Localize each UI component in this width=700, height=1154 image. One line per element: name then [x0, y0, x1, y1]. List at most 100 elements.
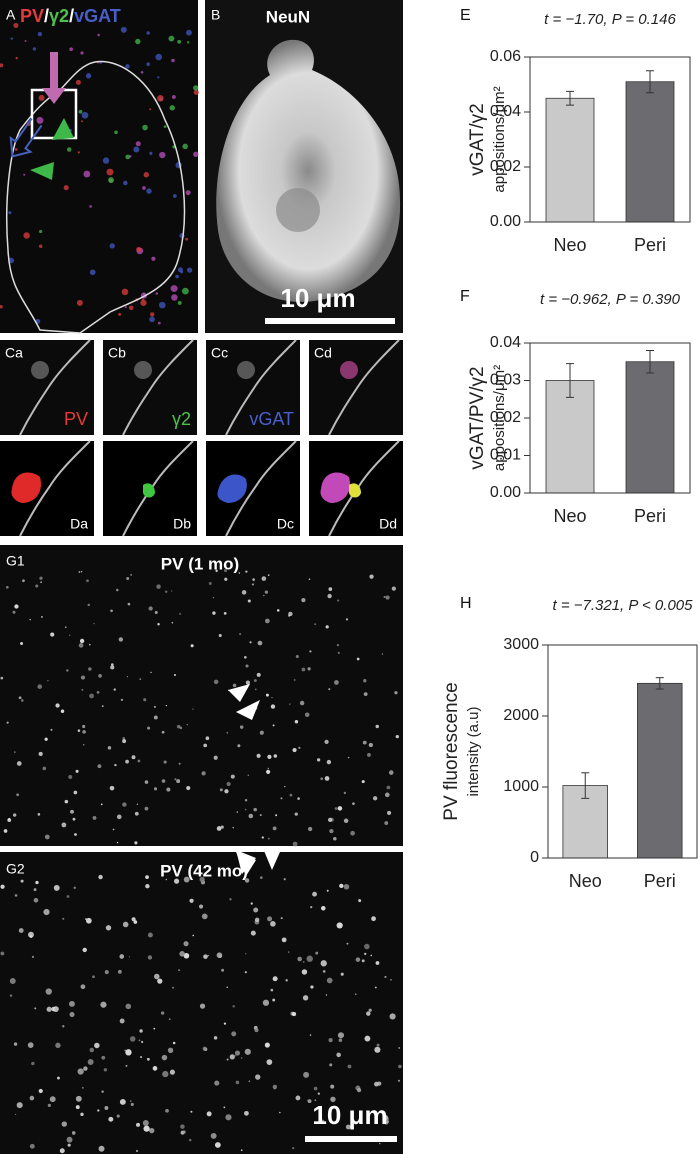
speckle — [55, 703, 60, 708]
speckle — [37, 31, 43, 37]
error-bar — [566, 90, 574, 106]
speckle — [94, 1042, 100, 1049]
speckle — [343, 791, 347, 795]
panel-label: G2 — [6, 861, 25, 877]
speckle — [313, 1086, 318, 1091]
speckle — [78, 109, 83, 114]
y-tick-label: 0.02 — [490, 409, 521, 426]
panel-label: Dc — [277, 516, 294, 532]
speckle — [116, 1114, 120, 1118]
speckle — [333, 837, 337, 841]
speckle — [267, 916, 273, 922]
speckle — [81, 111, 89, 119]
speckle — [144, 780, 149, 784]
speckle — [125, 154, 131, 160]
speckle — [28, 931, 34, 938]
speckle — [77, 729, 81, 732]
panel-label: G1 — [6, 553, 25, 569]
speckle — [154, 611, 158, 615]
panel-c-image — [206, 340, 300, 435]
speckle — [224, 789, 229, 794]
speckle — [249, 641, 252, 644]
puncta — [134, 361, 152, 379]
error-bar — [646, 350, 654, 374]
speckle — [192, 708, 194, 710]
speckle — [301, 969, 308, 975]
speckle — [168, 35, 175, 42]
speckle — [185, 190, 191, 196]
panel-label: Da — [70, 516, 88, 532]
speckle — [340, 972, 344, 976]
speckle — [368, 1008, 372, 1012]
speckle — [385, 595, 390, 600]
speckle — [292, 841, 298, 847]
speckle — [120, 26, 127, 33]
speckle — [116, 841, 119, 844]
speckle — [309, 650, 312, 653]
speckle — [309, 1034, 312, 1036]
speckle — [280, 917, 283, 920]
speckle — [37, 813, 41, 816]
y-tick-label: 0.01 — [490, 447, 521, 464]
title-part: vGAT — [74, 6, 121, 26]
speckle — [182, 143, 188, 150]
speckle — [330, 1084, 335, 1089]
speckle — [326, 759, 332, 765]
stain-label: PV — [64, 409, 88, 429]
speckle — [229, 1054, 235, 1060]
speckle — [149, 151, 153, 156]
speckle — [140, 299, 147, 306]
speckle — [160, 1011, 165, 1015]
speckle — [6, 721, 9, 724]
error-bar — [655, 677, 664, 690]
speckle — [275, 814, 278, 817]
speckle — [384, 821, 389, 825]
speckle — [61, 822, 67, 828]
speckle — [92, 815, 97, 820]
speckle — [310, 905, 313, 909]
speckle — [131, 755, 136, 760]
speckle — [136, 1122, 141, 1127]
speckle — [33, 888, 37, 892]
speckle — [62, 1025, 65, 1028]
speckle — [314, 1099, 317, 1102]
speckle — [212, 611, 216, 615]
speckle — [337, 1032, 345, 1039]
speckle — [329, 1063, 333, 1067]
green-arrowhead — [30, 162, 54, 180]
speckle — [20, 642, 24, 646]
speckle — [254, 917, 260, 923]
speckle — [117, 969, 122, 974]
speckle — [324, 739, 329, 744]
speckle — [306, 955, 313, 962]
speckle — [213, 755, 218, 760]
speckle — [219, 955, 222, 958]
speckle — [0, 884, 5, 889]
speckle — [245, 680, 251, 685]
speckle — [302, 995, 309, 1001]
speckle — [266, 1059, 273, 1065]
speckle — [320, 777, 324, 781]
speckle — [98, 674, 102, 678]
speckle — [347, 756, 350, 759]
speckle — [304, 712, 310, 718]
speckle — [293, 679, 296, 681]
speckle — [223, 1106, 226, 1109]
speckle — [213, 1036, 218, 1040]
speckle — [68, 1000, 75, 1007]
speckle — [129, 1036, 136, 1042]
speckle — [244, 1048, 251, 1055]
speckle — [80, 675, 86, 680]
cell-outline — [6, 60, 186, 334]
panel-label: Ca — [5, 345, 23, 361]
speckle — [153, 973, 160, 980]
speckle — [301, 598, 306, 603]
speckle — [139, 1029, 143, 1033]
speckle — [248, 813, 254, 819]
speckle — [135, 1149, 139, 1153]
speckle — [134, 841, 138, 845]
title-part: PV — [20, 6, 44, 26]
speckle — [119, 954, 125, 959]
speckle — [86, 917, 92, 924]
speckle — [67, 1143, 71, 1147]
